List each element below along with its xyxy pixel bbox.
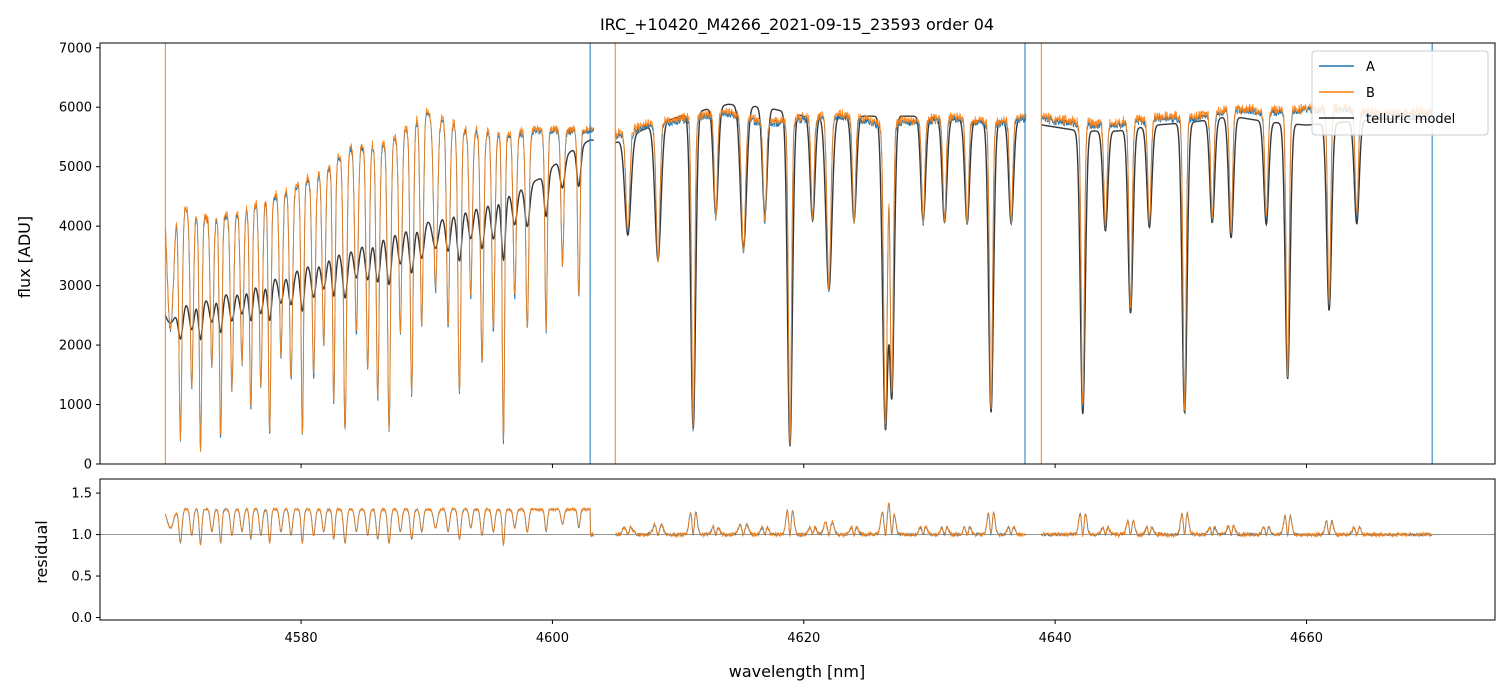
top-y-axis: 0 1000 2000 3000 4000 5000 6000 7000 <box>59 41 100 473</box>
top-y-axis-label: flux [ADU] <box>15 216 34 298</box>
series-line-b <box>164 102 1433 452</box>
bottom-y-tick-label: 0.5 <box>71 570 92 585</box>
bottom-x-tick-label: 4620 <box>787 631 820 646</box>
legend-label-a: A <box>1366 60 1375 75</box>
top-series-group <box>164 43 1433 464</box>
top-y-tick-label: 6000 <box>59 101 92 116</box>
residual-line-b <box>164 502 1433 547</box>
bottom-x-tick-label: 4640 <box>1039 631 1072 646</box>
top-panel-frame <box>99 42 1496 465</box>
top-y-tick-label: 4000 <box>59 220 92 235</box>
top-y-tick-label: 2000 <box>59 339 92 354</box>
bottom-x-tick-label: 4600 <box>536 631 569 646</box>
bottom-y-axis-label: residual <box>32 520 51 583</box>
bottom-y-tick-label: 0.0 <box>71 611 92 626</box>
bottom-series-group <box>164 502 1433 547</box>
bottom-panel-frame <box>99 478 1496 621</box>
legend-label-b: B <box>1366 86 1375 101</box>
top-panel: 0 1000 2000 3000 4000 5000 6000 7000 flux [ADU]… <box>15 41 1496 473</box>
bottom-panel: 0.0 0.5 1.0 1.5 4580 4600 4620 4640 4660 residu… <box>32 478 1496 681</box>
top-y-tick-label: 3000 <box>59 279 92 294</box>
top-y-tick-label: 7000 <box>59 41 92 56</box>
bottom-y-tick-label: 1.0 <box>71 528 92 543</box>
bottom-y-axis: 0.0 0.5 1.0 1.5 <box>71 487 100 626</box>
chart-title: IRC_+10420_M4266_2021-09-15_23593 order … <box>600 15 994 35</box>
legend-label-telluric-model: telluric model <box>1366 112 1455 127</box>
top-y-tick-label: 5000 <box>59 160 92 175</box>
top-x-axis <box>300 464 1307 468</box>
top-y-tick-label: 0 <box>84 458 92 473</box>
bottom-y-tick-label: 1.5 <box>71 487 92 502</box>
bottom-x-tick-label: 4580 <box>285 631 318 646</box>
x-axis-label: wavelength [nm] <box>729 662 866 681</box>
bottom-x-axis: 4580 4600 4620 4640 4660 <box>285 620 1323 646</box>
legend: A B telluric model <box>1311 50 1489 136</box>
legend-box <box>1311 50 1489 136</box>
bottom-x-tick-label: 4660 <box>1290 631 1323 646</box>
top-y-tick-label: 1000 <box>59 398 92 413</box>
